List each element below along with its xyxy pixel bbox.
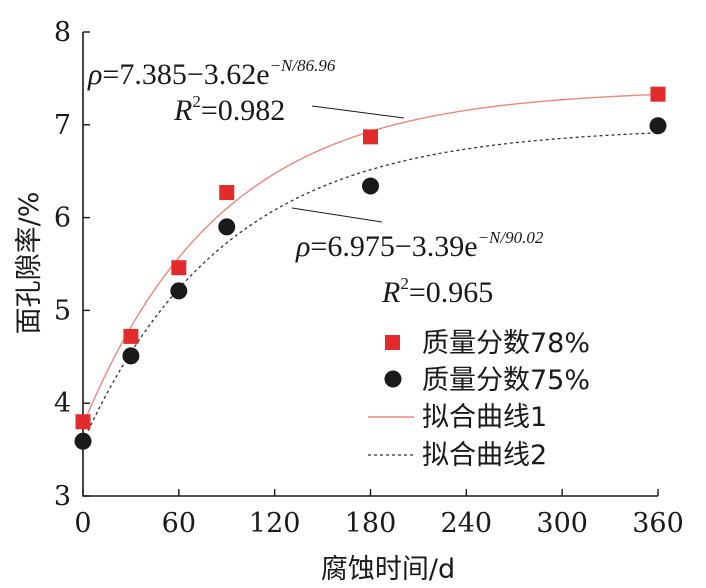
- x-tick-label: 0: [74, 508, 91, 539]
- fit2-equation: ρ=6.975−3.39e−N/90.02: [295, 228, 544, 263]
- legend-label-fit2: 拟合曲线2: [422, 440, 547, 471]
- square-marker: [75, 414, 91, 430]
- x-tick-label: 300: [536, 508, 588, 539]
- fit1-equation: ρ=7.385−3.62e−N/86.96: [87, 56, 336, 91]
- square-marker: [650, 86, 666, 102]
- fit2-annotation: ρ=6.975−3.39e−N/90.02 R2=0.965: [291, 207, 544, 309]
- data-markers: [74, 86, 667, 450]
- legend-label-series1: 质量分数78%: [422, 328, 590, 359]
- legend-square-marker: [385, 335, 400, 350]
- y-tick-label: 6: [54, 203, 71, 234]
- fit2-leader-line: [291, 207, 383, 223]
- fit2-r2: R2=0.965: [381, 274, 493, 309]
- square-marker: [363, 129, 378, 145]
- axis-frame: [82, 32, 658, 497]
- x-tick-label: 240: [441, 508, 493, 539]
- legend-label-fit1: 拟合曲线1: [422, 402, 547, 433]
- x-tick-label: 180: [345, 508, 397, 539]
- y-tick-label: 8: [54, 17, 71, 48]
- fit1-r2: R2=0.982: [173, 92, 285, 127]
- circle-marker: [74, 432, 92, 450]
- x-tick-label: 360: [632, 508, 684, 539]
- circle-marker: [649, 117, 667, 135]
- square-marker: [219, 185, 235, 201]
- legend-circle-marker: [384, 370, 402, 388]
- circle-marker: [362, 177, 379, 195]
- x-tick-label: 60: [162, 508, 196, 539]
- fit1-annotation: ρ=7.385−3.62e−N/86.96 R2=0.982: [87, 56, 405, 127]
- x-axis-title: 腐蚀时间/d: [321, 554, 455, 585]
- circle-marker: [218, 218, 236, 236]
- circle-marker: [122, 347, 140, 365]
- y-tick-label: 5: [54, 295, 71, 326]
- legend-label-series2: 质量分数75%: [422, 365, 590, 396]
- x-tick-label: 120: [249, 508, 301, 539]
- fit1-leader-line: [311, 105, 405, 119]
- legend: 质量分数78% 质量分数75% 拟合曲线1 拟合曲线2: [368, 328, 590, 471]
- y-axis-title: 面孔隙率/%: [14, 192, 45, 335]
- square-marker: [171, 260, 187, 276]
- square-marker: [123, 328, 139, 344]
- axes: 0 60 120 180 240 300 360 3 4 5 6 7 8: [54, 17, 684, 539]
- y-tick-label: 4: [54, 388, 71, 419]
- circle-marker: [170, 282, 188, 300]
- y-tick-label: 7: [54, 110, 71, 141]
- y-tick-label: 3: [54, 481, 71, 512]
